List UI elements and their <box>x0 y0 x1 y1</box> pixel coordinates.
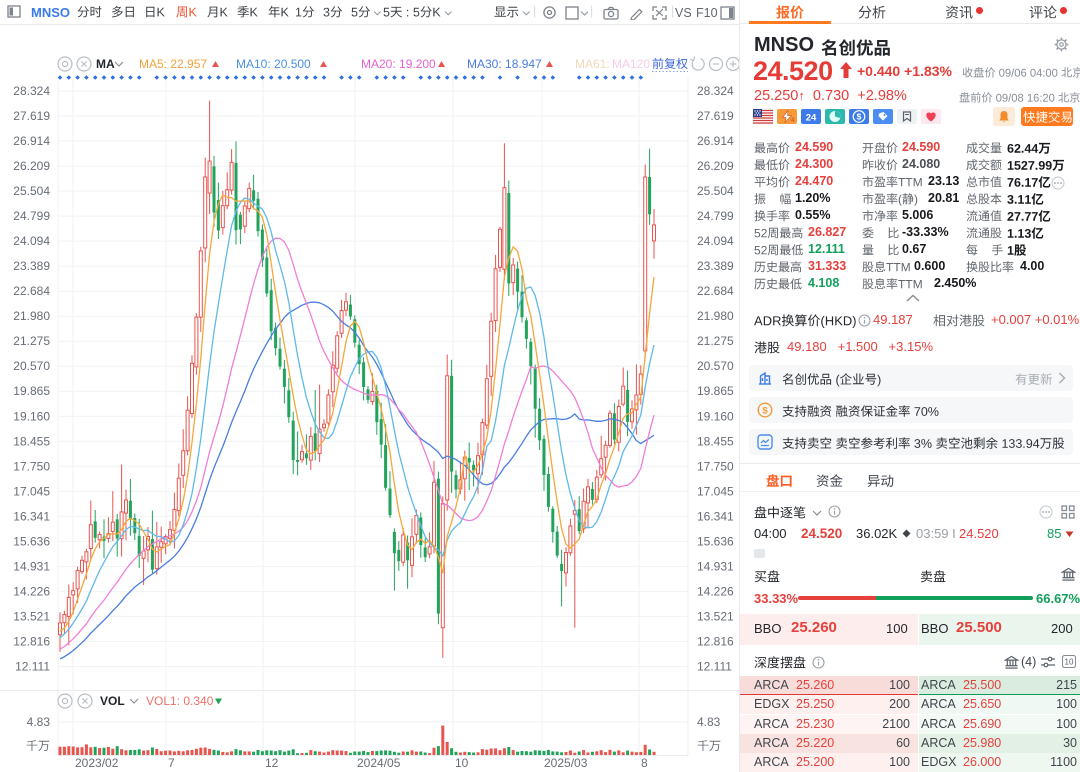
svg-text:19.865: 19.865 <box>697 384 734 398</box>
svg-text:2025/03: 2025/03 <box>544 756 588 770</box>
svg-text:MA61:: MA61: <box>575 57 610 71</box>
svg-text:28.324: 28.324 <box>13 84 50 98</box>
svg-text:15.636: 15.636 <box>13 534 50 548</box>
svg-text:VOL1: 0.340: VOL1: 0.340 <box>146 694 214 708</box>
svg-text:4.83: 4.83 <box>27 715 51 729</box>
svg-text:10: 10 <box>455 756 469 770</box>
svg-text:22.684: 22.684 <box>13 284 50 298</box>
svg-text:21.980: 21.980 <box>697 309 734 323</box>
svg-text:25.504: 25.504 <box>697 184 734 198</box>
svg-text:27.619: 27.619 <box>13 109 50 123</box>
svg-text:MA30: 18.947: MA30: 18.947 <box>467 57 542 71</box>
svg-text:21.275: 21.275 <box>697 334 734 348</box>
svg-text:17.750: 17.750 <box>13 459 50 473</box>
svg-text:7: 7 <box>168 756 175 770</box>
svg-text:24.799: 24.799 <box>13 209 50 223</box>
svg-text:2023/02: 2023/02 <box>75 756 119 770</box>
svg-text:21.275: 21.275 <box>13 334 50 348</box>
svg-text:23.389: 23.389 <box>13 259 50 273</box>
svg-text:18.455: 18.455 <box>697 434 734 448</box>
svg-text:26.914: 26.914 <box>13 134 50 148</box>
svg-text:13.521: 13.521 <box>13 609 50 623</box>
svg-text:19.865: 19.865 <box>13 384 50 398</box>
svg-text:20.570: 20.570 <box>13 359 50 373</box>
svg-text:21.980: 21.980 <box>13 309 50 323</box>
svg-text:MA20: 19.200: MA20: 19.200 <box>361 57 436 71</box>
svg-text:26.209: 26.209 <box>13 159 50 173</box>
svg-text:20.570: 20.570 <box>697 359 734 373</box>
svg-text:26.914: 26.914 <box>697 134 734 148</box>
svg-text:26.209: 26.209 <box>697 159 734 173</box>
svg-text:MA5: 22.957: MA5: 22.957 <box>139 57 207 71</box>
svg-text:18.455: 18.455 <box>13 434 50 448</box>
svg-text:14.931: 14.931 <box>697 559 734 573</box>
svg-text:16.341: 16.341 <box>13 509 50 523</box>
svg-text:2024/05: 2024/05 <box>357 756 401 770</box>
svg-text:28.324: 28.324 <box>697 84 734 98</box>
svg-text:12: 12 <box>265 756 279 770</box>
svg-text:17.045: 17.045 <box>697 484 734 498</box>
svg-text:$: $ <box>762 406 768 417</box>
svg-text:24.094: 24.094 <box>13 234 50 248</box>
svg-text:12.816: 12.816 <box>697 634 734 648</box>
svg-text:15.636: 15.636 <box>697 534 734 548</box>
svg-text:22.684: 22.684 <box>697 284 734 298</box>
svg-text:MA10: 20.500: MA10: 20.500 <box>236 57 311 71</box>
svg-text:14.226: 14.226 <box>697 584 734 598</box>
svg-text:23.389: 23.389 <box>697 259 734 273</box>
svg-text:27.619: 27.619 <box>697 109 734 123</box>
svg-text:VOL: VOL <box>100 694 125 708</box>
svg-text:4.83: 4.83 <box>697 715 721 729</box>
svg-text:8: 8 <box>641 756 648 770</box>
svg-text:13.521: 13.521 <box>697 609 734 623</box>
svg-text:10: 10 <box>1065 658 1074 667</box>
svg-text:24.799: 24.799 <box>697 209 734 223</box>
svg-text:MA120: MA120 <box>612 57 650 71</box>
svg-text:$: $ <box>857 112 862 122</box>
svg-text:25.504: 25.504 <box>13 184 50 198</box>
svg-text:19.160: 19.160 <box>13 409 50 423</box>
svg-text:4: 4 <box>791 118 795 124</box>
svg-text:14.226: 14.226 <box>13 584 50 598</box>
svg-text:24.094: 24.094 <box>697 234 734 248</box>
svg-text:14.931: 14.931 <box>13 559 50 573</box>
svg-text:24: 24 <box>806 113 817 124</box>
svg-text:12.111: 12.111 <box>15 660 50 674</box>
svg-text:17.750: 17.750 <box>697 459 734 473</box>
svg-text:17.045: 17.045 <box>13 484 50 498</box>
svg-text:MA: MA <box>96 57 115 71</box>
svg-text:12.816: 12.816 <box>13 634 50 648</box>
svg-text:19.160: 19.160 <box>697 409 734 423</box>
svg-text:16.341: 16.341 <box>697 509 734 523</box>
svg-text:12.111: 12.111 <box>697 660 732 674</box>
